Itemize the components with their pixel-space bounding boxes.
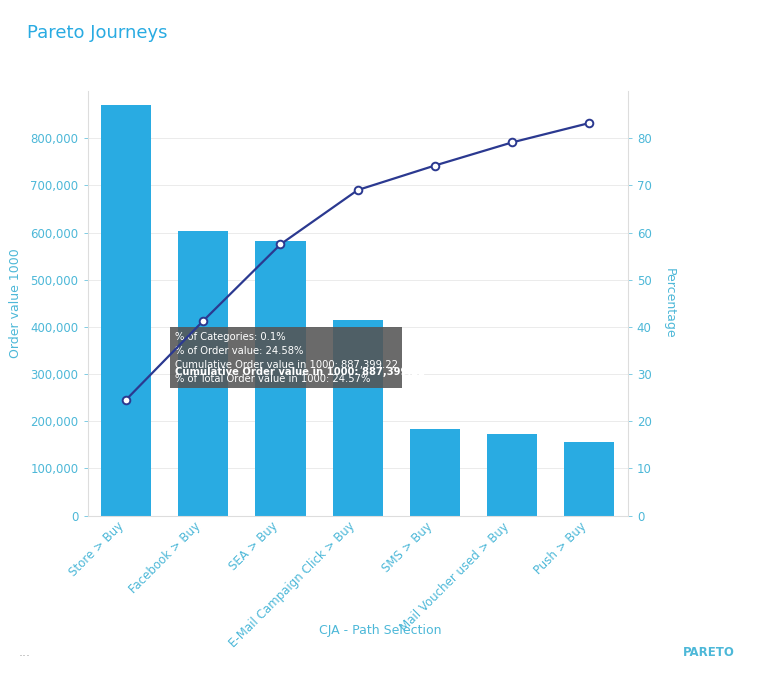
Text: Pareto Journeys: Pareto Journeys [27,24,167,42]
Bar [333,320,383,516]
Text: CJA - Path Selection: CJA - Path Selection [320,624,441,637]
Text: ...: ... [19,646,31,659]
Y-axis label: Percentage: Percentage [663,268,676,338]
Bar [101,105,151,516]
Text: % of Categories: 0.1%
% of Order value: 24.58%
Cumulative Order value in 1000: 8: % of Categories: 0.1% % of Order value: … [175,332,398,384]
Bar [256,241,306,516]
Bar [178,231,228,516]
Bar [564,441,614,516]
Bar [409,429,460,516]
Text: PARETO: PARETO [683,646,734,659]
Y-axis label: Order value 1000: Order value 1000 [9,249,22,358]
Bar [487,433,537,516]
Text: Cumulative Order value in 1000: 887,399.22: Cumulative Order value in 1000: 887,399.… [175,367,425,377]
